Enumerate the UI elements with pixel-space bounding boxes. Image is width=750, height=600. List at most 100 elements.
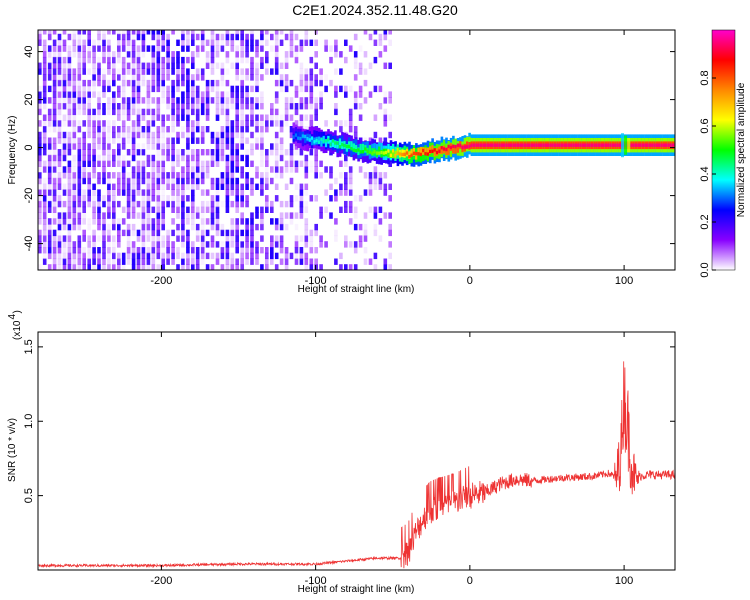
spectrogram-cell — [235, 108, 239, 116]
spectrogram-cell — [67, 149, 72, 156]
spectrogram-cell — [121, 154, 126, 162]
spectrogram-cell — [72, 51, 77, 58]
spectrogram-cell — [42, 177, 47, 185]
spectrogram-cell — [186, 30, 190, 35]
spectrogram-cell — [339, 160, 343, 167]
spectrogram-cell — [195, 33, 200, 41]
spectrogram-ridge-cell — [510, 143, 513, 147]
spectrogram-cell — [250, 30, 254, 35]
spectrogram-cell — [210, 200, 215, 208]
spectrogram-cell — [42, 85, 47, 93]
spectrogram-cell — [141, 218, 146, 225]
spectrogram-cell — [368, 137, 373, 144]
spectrogram-cell — [205, 56, 210, 64]
spectrogram-cell — [181, 79, 185, 87]
spectrogram-cell — [279, 200, 284, 208]
spectrogram-cell — [205, 62, 210, 69]
spectrogram-cell — [62, 74, 67, 81]
spectrogram-cell — [265, 195, 269, 202]
spectrogram-cell — [151, 166, 156, 173]
spectrogram-cell — [42, 131, 47, 139]
spectrogram-cell — [126, 195, 131, 202]
spectrogram-cell — [344, 189, 348, 196]
spectrogram-cell — [151, 68, 156, 75]
spectrogram-cell — [62, 235, 67, 242]
spectrogram-cell — [92, 218, 96, 225]
spectrogram-cell — [210, 160, 215, 167]
spectrogram-cell — [255, 51, 259, 58]
spectrogram-cell — [225, 172, 230, 179]
spectrogram-cell — [156, 30, 161, 35]
spectrogram-cell — [186, 206, 190, 213]
spectrogram-cell — [82, 189, 86, 196]
spectrogram-cell — [284, 97, 289, 104]
spectrogram-cell — [358, 91, 363, 98]
spectrogram-cell — [47, 120, 52, 127]
spectrogram-cell — [171, 160, 175, 167]
spectrogram-cell — [191, 264, 195, 270]
spectrogram-cell — [284, 56, 289, 64]
spectrogram-cell — [235, 131, 239, 139]
spectrogram-cell — [358, 45, 363, 52]
spectrogram-cell — [136, 264, 141, 270]
spectrogram-cell — [215, 108, 220, 116]
spectrogram-cell — [141, 258, 146, 265]
spectrogram-cell — [299, 114, 304, 121]
spectrogram-cell — [255, 68, 259, 75]
spectrogram-cell — [265, 183, 269, 190]
spectrogram-cell — [210, 51, 215, 58]
spectrogram-cell — [117, 149, 121, 156]
spectrogram-cell — [265, 160, 269, 167]
spectrogram-cell — [260, 247, 264, 254]
spectrogram-cell — [126, 33, 131, 41]
spectrogram-cell — [181, 126, 185, 133]
spectrogram-cell — [62, 223, 67, 231]
spectrogram-ridge-cell — [447, 147, 451, 155]
spectrogram-cell — [186, 39, 190, 46]
spectrogram-cell — [299, 79, 304, 87]
spectrogram-cell — [156, 39, 161, 46]
spectrogram-cell — [52, 143, 57, 150]
spectrogram-cell — [92, 206, 96, 213]
spectrogram-cell — [334, 68, 338, 75]
spectrogram-cell — [62, 91, 67, 98]
spectrogram-cell — [186, 79, 190, 87]
spectrogram-cell — [225, 177, 230, 185]
spectrogram-cell — [230, 189, 235, 196]
spectrogram-cell — [47, 235, 52, 242]
spectrogram-cell — [274, 137, 279, 144]
spectrogram-cell — [112, 91, 116, 98]
spectrogram-cell — [67, 91, 72, 98]
spectrogram-cell — [62, 154, 67, 162]
spectrogram-cell — [378, 137, 383, 144]
spectrogram-cell — [121, 258, 126, 265]
spectrogram-ridge-cell — [651, 143, 654, 147]
spectrogram-cell — [368, 172, 373, 179]
spectrogram-cell — [87, 195, 91, 202]
spectrogram-cell — [171, 247, 175, 254]
spectrogram-cell — [151, 114, 156, 121]
spectrogram-cell — [136, 103, 141, 110]
spectrogram-cell — [215, 137, 220, 144]
spectrogram-cell — [82, 97, 86, 104]
spectrogram-cell — [92, 131, 96, 139]
spectrogram-cell — [240, 97, 244, 104]
spectrogram-ridge-cell — [590, 143, 594, 147]
spectrogram-cell — [353, 223, 358, 231]
spectrogram-cell — [304, 241, 309, 248]
spectrogram-cell — [191, 160, 195, 167]
spectrogram-ridge-cell — [500, 143, 504, 147]
spectrogram-ridge-cell — [544, 143, 548, 147]
spectrogram-cell — [72, 183, 77, 190]
spectrogram-cell — [225, 120, 230, 127]
spectrogram-cell — [166, 195, 170, 202]
spectrogram-cell — [87, 85, 91, 93]
spectrogram-cell — [87, 126, 91, 133]
spectrogram-cell — [368, 183, 373, 190]
spectrogram-cell — [195, 68, 200, 75]
spectrogram-cell — [294, 183, 299, 190]
spectrogram-cell — [136, 51, 141, 58]
spectrogram-cell — [156, 166, 161, 173]
spectrogram-cell — [67, 189, 72, 196]
spectrogram-cell — [42, 212, 47, 219]
